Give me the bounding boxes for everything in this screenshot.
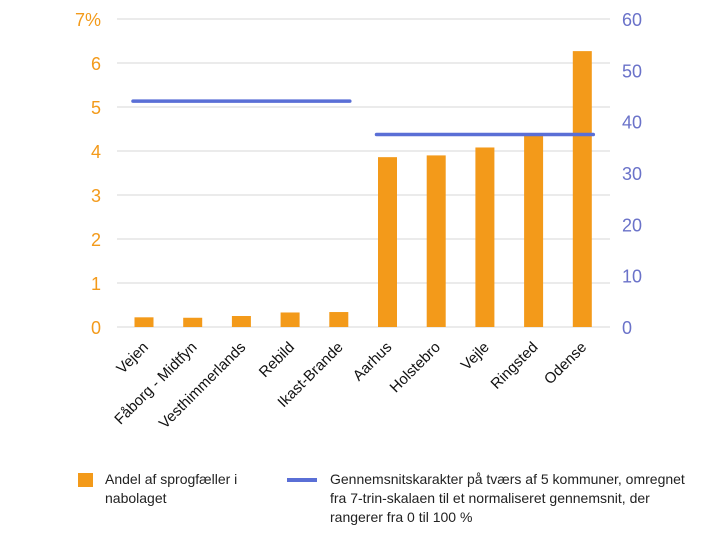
right-tick-label: 30 <box>622 164 642 184</box>
bar <box>426 155 446 327</box>
category-label: Ringsted <box>488 339 542 393</box>
left-tick-label: 7% <box>75 10 101 30</box>
right-tick-label: 50 <box>622 61 642 81</box>
legend-line-swatch <box>287 478 317 482</box>
bar <box>329 312 349 327</box>
category-label: Odense <box>541 339 590 388</box>
category-label: Rebild <box>256 339 298 381</box>
legend-bar-label: Andel af sprogfæller i nabolaget <box>105 471 238 506</box>
right-tick-label: 10 <box>622 267 642 287</box>
legend-bar-swatch <box>78 473 93 487</box>
left-tick-label: 1 <box>91 274 101 294</box>
left-tick-label: 5 <box>91 98 101 118</box>
right-tick-label: 40 <box>622 113 642 133</box>
left-tick-label: 6 <box>91 54 101 74</box>
bar <box>134 317 154 327</box>
left-tick-label: 4 <box>91 142 101 162</box>
category-label: Aarhus <box>350 339 396 385</box>
right-tick-label: 20 <box>622 215 642 235</box>
left-tick-label: 0 <box>91 318 101 338</box>
category-label: Vesthimmerlands <box>156 339 249 432</box>
bar <box>280 312 300 327</box>
bar <box>183 317 203 327</box>
category-label: Holstebro <box>387 339 444 396</box>
right-tick-label: 60 <box>622 10 642 30</box>
bar <box>231 316 251 327</box>
bar <box>378 157 397 327</box>
legend-line-label: Gennemsnitskarakter på tværs af 5 kommun… <box>330 471 685 525</box>
right-tick-label: 0 <box>622 318 632 338</box>
left-tick-label: 2 <box>91 230 101 250</box>
left-tick-label: 3 <box>91 186 101 206</box>
category-label: Vejen <box>113 339 152 378</box>
category-label: Fåborg - Midtfyn <box>111 339 200 428</box>
bar <box>572 51 592 328</box>
bar <box>475 147 495 327</box>
category-label: Vejle <box>458 339 493 374</box>
bar <box>524 134 544 327</box>
